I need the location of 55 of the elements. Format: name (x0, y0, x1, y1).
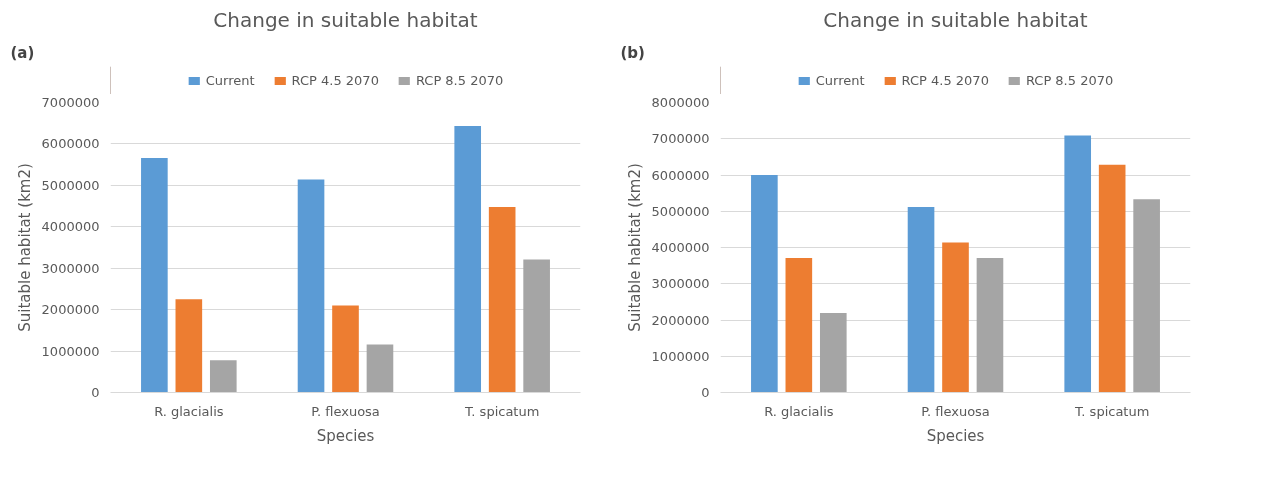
x-axis-title: Species (926, 426, 985, 445)
y-tick-label: 3000000 (651, 276, 710, 292)
y-tick-label: 4000000 (41, 219, 100, 235)
legend-label: RCP 8.5 2070 (1025, 72, 1114, 88)
y-tick-label: 7000000 (41, 95, 100, 110)
bar (175, 299, 203, 393)
y-tick-label: 0 (91, 385, 100, 400)
x-tick-label: R. glacialis (154, 403, 224, 419)
y-tick-label: 2000000 (41, 302, 100, 318)
y-tick-label: 4000000 (651, 240, 710, 255)
legend-label: RCP 4.5 2070 (901, 72, 989, 88)
chart-title: Change in suitable habitat (213, 7, 478, 32)
text: (b) (620, 43, 645, 62)
legend-label: RCP 4.5 2070 (291, 72, 379, 88)
bar (297, 179, 325, 393)
bar (488, 206, 516, 393)
bar (751, 175, 778, 393)
chart-title: Change in suitable habitat (823, 7, 1088, 32)
y-tick-label: 5000000 (41, 177, 100, 193)
y-tick-label: 6000000 (651, 167, 710, 183)
y-tick-label: 0 (701, 385, 710, 400)
bar (1133, 199, 1160, 393)
bar (907, 206, 935, 393)
bar (454, 126, 482, 393)
bar (332, 305, 359, 393)
legend-label: Current (205, 72, 255, 88)
text: (a) (10, 43, 35, 62)
y-axis-title: Suitable habitat (km2) (625, 163, 644, 332)
legend-label: Current (815, 72, 865, 88)
bar (1064, 135, 1092, 393)
x-tick-label: T. spicatum (1073, 403, 1150, 419)
x-tick-label: P. flexuosa (311, 403, 380, 419)
bar (976, 258, 1004, 393)
y-tick-label: 2000000 (651, 312, 710, 328)
y-tick-label: 5000000 (651, 203, 710, 219)
bar (366, 344, 394, 393)
bar (141, 158, 168, 393)
bar (209, 360, 237, 393)
legend-label: RCP 8.5 2070 (415, 72, 504, 88)
bar (523, 259, 550, 393)
y-tick-label: 8000000 (651, 95, 710, 110)
y-tick-label: 3000000 (41, 260, 100, 276)
y-tick-label: 1000000 (651, 348, 710, 364)
bar (785, 258, 813, 393)
y-tick-label: 7000000 (651, 131, 710, 147)
bar (819, 313, 847, 393)
x-axis-title: Species (316, 426, 375, 445)
bar (942, 242, 969, 393)
y-tick-label: 6000000 (41, 136, 100, 152)
x-tick-label: P. flexuosa (921, 403, 990, 419)
x-tick-label: R. glacialis (764, 403, 834, 419)
y-axis-title: Suitable habitat (km2) (15, 163, 34, 332)
x-tick-label: T. spicatum (463, 403, 540, 419)
bar (1098, 164, 1126, 393)
y-tick-label: 1000000 (41, 343, 100, 359)
